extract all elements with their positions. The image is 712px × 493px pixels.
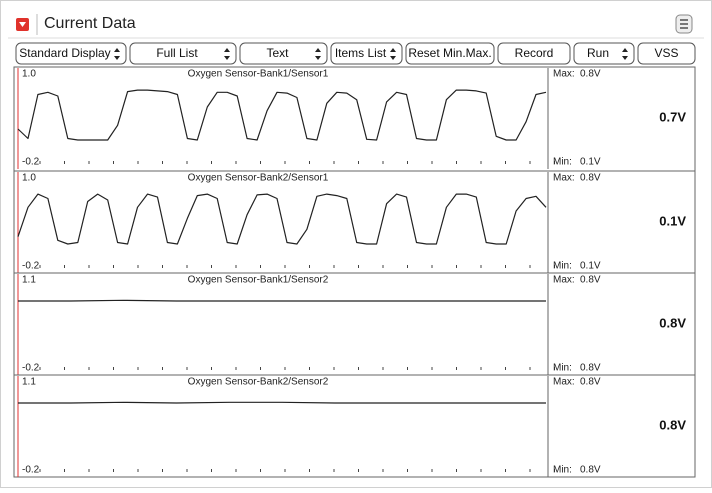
- button-label: Items List: [335, 46, 387, 60]
- y-tick-label: -0.2: [22, 157, 40, 168]
- current-value: 0.8V: [659, 417, 686, 432]
- dropdown-arrow: [390, 48, 396, 60]
- y-tick-label: 1.0: [22, 69, 36, 80]
- waveform: [18, 299, 546, 302]
- waveform: [17, 89, 547, 141]
- max-label: Max:: [553, 69, 575, 80]
- max-value: 0.8V: [580, 275, 601, 286]
- min-value: 0.8V: [580, 465, 601, 476]
- button-label: Record: [515, 46, 554, 60]
- max-value: 0.8V: [580, 173, 601, 184]
- dropdown-arrow: [224, 48, 230, 60]
- max-label: Max:: [553, 275, 575, 286]
- toolbar: Standard Display Full List Text Items List R…: [15, 42, 696, 65]
- min-label: Min:: [553, 157, 572, 168]
- y-tick-label: -0.2: [22, 261, 40, 272]
- button-label: VSS: [654, 46, 678, 60]
- toolbar-button[interactable]: [405, 42, 495, 65]
- waveform: [18, 401, 546, 404]
- dropdown-arrow: [315, 48, 321, 60]
- button-label: Reset Min.Max.: [408, 46, 491, 60]
- waveform: [17, 193, 547, 245]
- current-value: 0.1V: [659, 213, 686, 228]
- y-tick-label: -0.2: [22, 363, 40, 374]
- panel-title: Oxygen Sensor-Bank2/Sensor1: [188, 173, 329, 184]
- y-tick-label: 1.1: [22, 275, 36, 286]
- min-label: Min:: [553, 261, 572, 272]
- collapse-arrow: [19, 22, 26, 27]
- toolbar-button[interactable]: [497, 42, 571, 65]
- min-label: Min:: [553, 363, 572, 374]
- max-label: Max:: [553, 377, 575, 388]
- current-value: 0.7V: [659, 109, 686, 124]
- min-value: 0.1V: [580, 261, 601, 272]
- button-label: Text: [266, 46, 289, 60]
- toolbar-button[interactable]: [129, 42, 237, 65]
- panel-title: Oxygen Sensor-Bank1/Sensor2: [188, 275, 329, 286]
- dropdown-arrow: [622, 48, 628, 60]
- max-label: Max:: [553, 173, 575, 184]
- min-value: 0.8V: [580, 363, 601, 374]
- min-label: Min:: [553, 465, 572, 476]
- button-label: Full List: [156, 46, 198, 60]
- current-value: 0.8V: [659, 315, 686, 330]
- max-value: 0.8V: [580, 377, 601, 388]
- graph-frame: [13, 66, 696, 478]
- dropdown-arrow: [114, 48, 120, 60]
- toolbar-button[interactable]: [330, 42, 403, 65]
- header-title: Current Data: [44, 15, 136, 32]
- y-tick-label: 1.1: [22, 377, 36, 388]
- y-tick-label: -0.2: [22, 465, 40, 476]
- menu-icon: [680, 19, 688, 29]
- y-tick-label: 1.0: [22, 173, 36, 184]
- panel-title: Oxygen Sensor-Bank1/Sensor1: [188, 69, 329, 80]
- toolbar-button[interactable]: [15, 42, 127, 65]
- max-value: 0.8V: [580, 69, 601, 80]
- button-label: Standard Display: [19, 46, 110, 60]
- graph-panels: Oxygen Sensor-Bank1/Sensor1 1.0 -0.2 Max: 0.…: [14, 68, 695, 477]
- panel-title: Oxygen Sensor-Bank2/Sensor2: [188, 377, 329, 388]
- min-value: 0.1V: [580, 157, 601, 168]
- toolbar-button[interactable]: [573, 42, 635, 65]
- toolbar-button[interactable]: [637, 42, 696, 65]
- toolbar-button[interactable]: [239, 42, 328, 65]
- button-label: Run: [587, 46, 609, 60]
